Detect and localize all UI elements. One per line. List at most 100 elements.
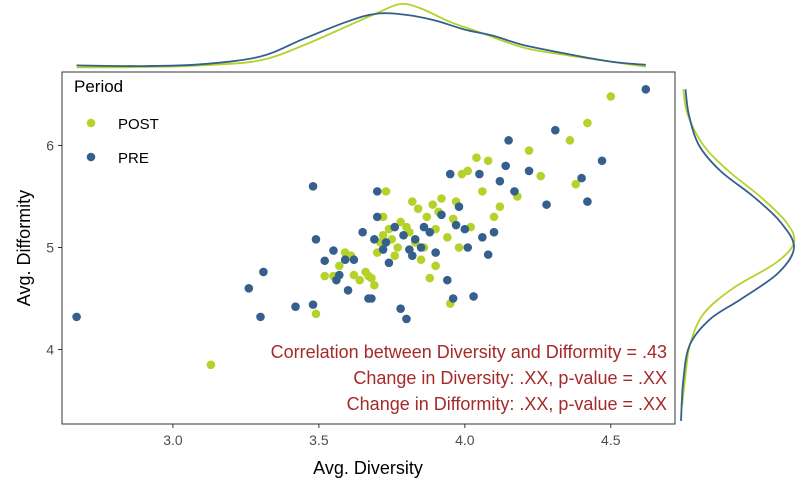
point-pre <box>460 224 470 234</box>
point-post <box>396 217 405 227</box>
point-pre <box>72 312 81 322</box>
point-pre <box>259 267 268 277</box>
point-pre <box>372 187 382 196</box>
top-density-post <box>76 2 646 69</box>
point-pre <box>349 255 359 265</box>
y-tick-label: 6 <box>46 137 54 153</box>
legend-label-pre: PRE <box>118 150 149 167</box>
legend: Period POST PRE <box>74 77 159 167</box>
y-tick-label: 5 <box>46 239 54 255</box>
point-pre <box>343 286 353 295</box>
legend-dot-pre <box>86 152 96 162</box>
legend-dot-post <box>86 118 96 128</box>
point-pre <box>489 227 499 237</box>
point-pre <box>448 294 458 303</box>
x-axis-title: Avg. Diversity <box>313 458 423 478</box>
point-pre <box>583 197 592 206</box>
point-pre <box>510 187 519 196</box>
point-post <box>393 243 402 252</box>
annotations: Correlation between Diversity and Diffor… <box>271 342 667 414</box>
point-pre <box>425 227 435 237</box>
point-pre <box>524 166 534 176</box>
point-post <box>349 270 359 280</box>
point-post <box>367 273 376 283</box>
x-tick-label: 3.5 <box>309 432 329 448</box>
y-axis-title: Avg. Difformity <box>14 190 34 306</box>
point-pre <box>469 292 478 301</box>
point-post <box>206 360 216 370</box>
point-post <box>320 271 330 281</box>
point-post <box>431 261 440 271</box>
top-marginal-density <box>76 2 646 69</box>
point-pre <box>384 258 394 268</box>
point-post <box>390 251 400 260</box>
point-post <box>335 261 344 271</box>
point-post <box>437 194 446 203</box>
point-pre <box>454 202 464 211</box>
point-pre <box>451 220 461 230</box>
point-pre <box>358 227 367 237</box>
legend-title: Period <box>74 77 123 96</box>
point-pre <box>390 222 400 232</box>
x-tick-label: 4.5 <box>601 432 621 448</box>
point-pre <box>483 250 493 259</box>
point-post <box>606 92 616 101</box>
right-density-post <box>681 89 796 406</box>
x-axis: 3.0 3.5 4.0 4.5 <box>163 424 621 448</box>
legend-label-post: POST <box>118 116 159 133</box>
right-marginal-density <box>680 89 796 421</box>
point-pre <box>407 251 417 260</box>
point-pre <box>399 230 408 240</box>
plot-panel <box>61 71 676 425</box>
point-pre <box>291 302 300 311</box>
point-post <box>370 280 379 290</box>
point-pre <box>431 248 440 257</box>
point-pre <box>445 169 455 179</box>
scatter-points <box>72 85 651 370</box>
point-pre <box>340 255 350 265</box>
point-pre <box>244 284 254 293</box>
point-pre <box>641 85 651 94</box>
point-pre <box>577 173 586 183</box>
point-post <box>378 230 388 240</box>
point-pre <box>437 210 446 220</box>
point-pre <box>443 275 452 285</box>
annotation-change-diversity: Change in Diversity: .XX, p-value = .XX <box>353 368 667 388</box>
point-post <box>425 273 435 283</box>
top-density-pre <box>76 12 646 68</box>
point-pre <box>463 243 473 252</box>
point-post <box>536 171 546 181</box>
point-pre <box>410 235 420 244</box>
point-pre <box>542 200 551 209</box>
point-pre <box>396 304 405 314</box>
point-post <box>495 202 505 211</box>
point-pre <box>402 314 411 324</box>
point-pre <box>597 156 607 166</box>
point-pre <box>320 256 330 266</box>
point-post <box>443 232 452 242</box>
point-pre <box>308 181 318 191</box>
point-post <box>416 255 426 265</box>
point-post <box>381 187 391 196</box>
point-post <box>407 197 417 206</box>
y-tick-label: 4 <box>46 342 54 358</box>
point-pre <box>256 312 265 322</box>
point-post <box>565 136 575 145</box>
point-pre <box>495 176 505 186</box>
point-pre <box>551 125 560 135</box>
point-pre <box>475 169 484 179</box>
point-post <box>583 118 592 128</box>
point-pre <box>311 235 321 244</box>
point-pre <box>419 222 429 232</box>
point-post <box>571 179 581 189</box>
point-post <box>422 212 432 222</box>
point-pre <box>416 243 426 252</box>
point-pre <box>478 232 487 242</box>
point-pre <box>308 300 318 309</box>
point-post <box>478 187 487 196</box>
point-pre <box>504 136 513 145</box>
annotation-change-difformity: Change in Difformity: .XX, p-value = .XX <box>347 394 667 414</box>
point-pre <box>329 246 338 255</box>
point-post <box>355 275 365 285</box>
